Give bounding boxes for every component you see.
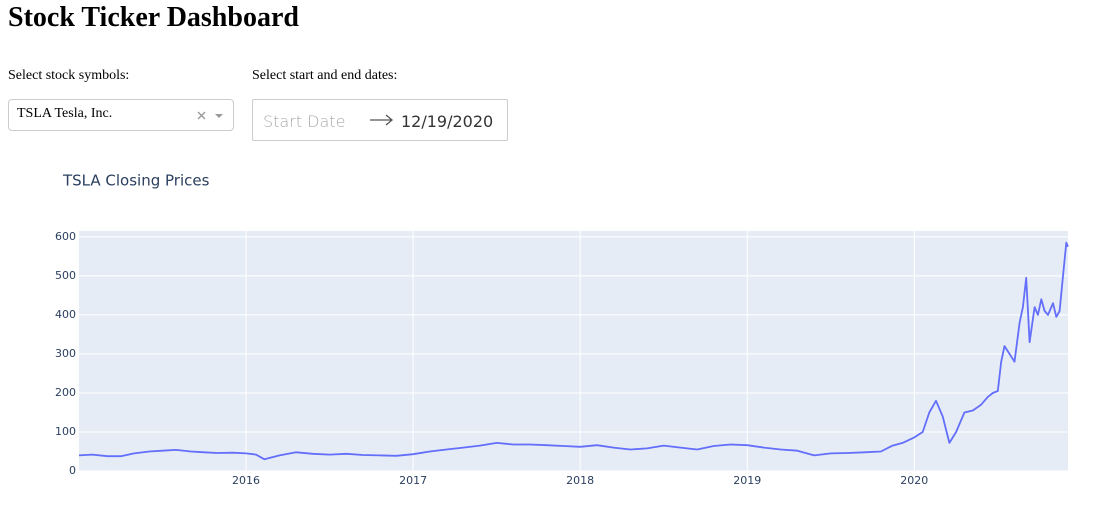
page-title: Stock Ticker Dashboard — [8, 2, 299, 33]
x-tick-label: 2018 — [566, 474, 594, 487]
date-label: Select start and end dates: — [252, 68, 398, 83]
date-range-picker[interactable]: Start Date 12/19/2020 — [252, 99, 508, 141]
y-tick-label: 300 — [55, 347, 76, 360]
start-date-input[interactable]: Start Date — [263, 112, 346, 131]
y-tick-label: 600 — [55, 230, 76, 243]
y-tick-label: 400 — [55, 308, 76, 321]
x-tick-label: 2016 — [232, 474, 260, 487]
y-tick-label: 0 — [69, 464, 76, 477]
symbol-label: Select stock symbols: — [8, 68, 130, 83]
chart-title: TSLA Closing Prices — [62, 172, 210, 190]
x-tick-label: 2017 — [399, 474, 427, 487]
x-tick-label: 2020 — [900, 474, 928, 487]
range-arrow — [370, 114, 394, 126]
symbol-value: TSLA Tesla, Inc. — [17, 106, 113, 121]
chart: TSLA Closing Prices 0 100 200 300 400 500 600 2… — [55, 172, 1069, 487]
y-tick-label: 500 — [55, 269, 76, 282]
y-tick-label: 200 — [55, 386, 76, 399]
symbol-dropdown[interactable]: TSLA Tesla, Inc. — [8, 99, 234, 131]
price-line — [78, 241, 1069, 461]
dropdown-icons — [197, 111, 223, 120]
end-date-input[interactable]: 12/19/2020 — [401, 112, 494, 131]
y-tick-label: 100 — [55, 425, 76, 438]
x-tick-label: 2019 — [733, 474, 761, 487]
plot-background — [79, 231, 1068, 471]
